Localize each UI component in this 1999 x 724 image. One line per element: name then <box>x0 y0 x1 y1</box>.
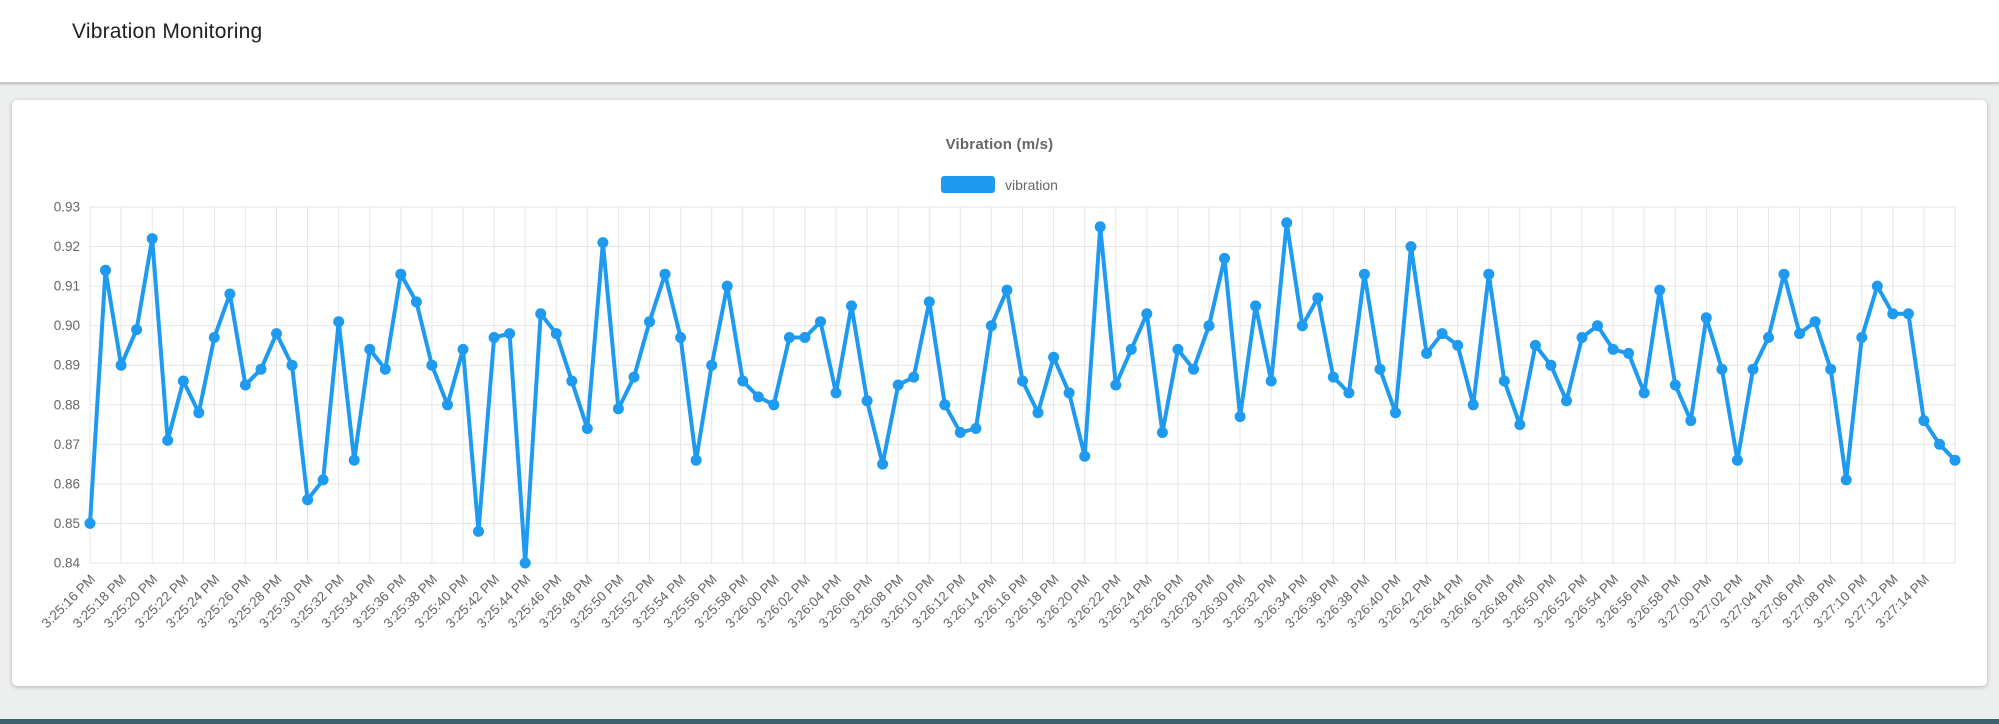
chart-legend: vibration <box>12 176 1987 193</box>
svg-text:0.91: 0.91 <box>54 279 80 294</box>
svg-text:0.86: 0.86 <box>54 476 80 491</box>
hamburger-menu-button[interactable] <box>15 19 40 27</box>
chart-title: Vibration (m/s) <box>945 136 1054 153</box>
svg-text:0.90: 0.90 <box>54 318 80 333</box>
svg-text:0.85: 0.85 <box>54 516 80 531</box>
main-content: Vibration (m/s) vibration 0.93 0.92 0.91 0.… <box>0 84 1999 724</box>
chart-card: Vibration (m/s) vibration 0.93 0.92 0.91 0.… <box>12 100 1987 686</box>
vibration-legend-label: vibration <box>1005 176 1058 193</box>
svg-text:0.92: 0.92 <box>54 239 80 254</box>
legend-item-vibration[interactable]: vibration <box>941 176 1058 193</box>
page-title: Vibration Monitoring <box>72 20 263 43</box>
app-header: Vibration Monitoring <box>0 0 1999 84</box>
svg-text:0.89: 0.89 <box>54 358 80 373</box>
bottom-accent-bar <box>0 719 1999 724</box>
svg-text:0.93: 0.93 <box>54 200 80 215</box>
vibration-chart: 0.93 0.92 0.91 0.90 0.89 0.88 0.87 0.86 0.85 0.84… <box>39 200 1961 631</box>
vibration-legend-swatch <box>941 176 996 193</box>
svg-text:0.87: 0.87 <box>54 437 80 452</box>
svg-text:0.84: 0.84 <box>54 556 81 571</box>
svg-text:0.88: 0.88 <box>54 397 80 412</box>
